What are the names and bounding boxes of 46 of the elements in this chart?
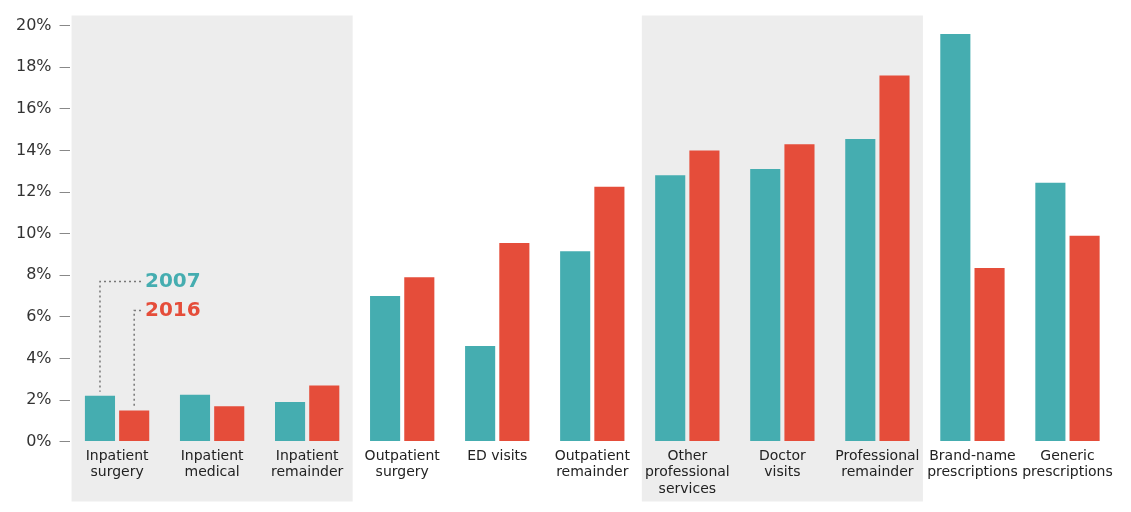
bar bbox=[940, 33, 971, 442]
x-tick-label: Inpatient medical bbox=[180, 446, 245, 480]
y-tick-label: 2% bbox=[26, 389, 52, 409]
bar bbox=[404, 277, 435, 442]
y-tick-label: 0% bbox=[26, 430, 52, 450]
bar bbox=[655, 175, 686, 442]
y-tick-label: 4% bbox=[26, 347, 52, 367]
y-tick-label: 12% bbox=[16, 181, 52, 201]
bar bbox=[309, 385, 340, 442]
bar bbox=[974, 267, 1005, 442]
bar bbox=[499, 242, 530, 442]
y-tick-label: 20% bbox=[16, 14, 52, 34]
bar bbox=[845, 138, 876, 442]
bar bbox=[879, 75, 910, 442]
x-tick-label: Inpatient surgery bbox=[85, 446, 149, 480]
x-tick-label: Generic prescriptions bbox=[1022, 446, 1113, 480]
bar bbox=[1069, 235, 1100, 442]
bar bbox=[179, 394, 211, 442]
bar bbox=[370, 296, 401, 442]
bar bbox=[275, 402, 306, 442]
x-tick-label: Inpatient remainder bbox=[271, 446, 344, 480]
bar bbox=[750, 169, 781, 442]
bar bbox=[465, 345, 496, 442]
y-tick-label: 8% bbox=[26, 264, 52, 284]
text: 2016 bbox=[144, 296, 201, 321]
x-tick-label: Outpatient surgery bbox=[364, 446, 441, 480]
bar bbox=[560, 251, 591, 442]
y-tick-label: 16% bbox=[16, 97, 52, 117]
bar bbox=[214, 406, 245, 442]
x-tick-label: Professional remainder bbox=[835, 446, 920, 480]
x-tick-label: Brand-name prescriptions bbox=[927, 446, 1018, 480]
bar bbox=[689, 150, 720, 442]
y-tick-label: 6% bbox=[26, 305, 52, 325]
bar bbox=[84, 395, 116, 442]
y-tick-label: 14% bbox=[16, 139, 52, 159]
bar bbox=[784, 144, 815, 442]
bar bbox=[119, 410, 150, 442]
x-tick-label: ED visits bbox=[467, 446, 528, 463]
y-tick-label: 18% bbox=[16, 56, 52, 76]
bar bbox=[1035, 182, 1066, 442]
y-tick-label: 10% bbox=[16, 222, 52, 242]
x-tick-label: Outpatient remainder bbox=[554, 446, 631, 480]
bar bbox=[594, 186, 625, 442]
x-tick-label: Doctor visits bbox=[758, 446, 807, 480]
x-tick-label: Other professional services bbox=[644, 446, 730, 497]
text: 2007 bbox=[144, 267, 201, 292]
